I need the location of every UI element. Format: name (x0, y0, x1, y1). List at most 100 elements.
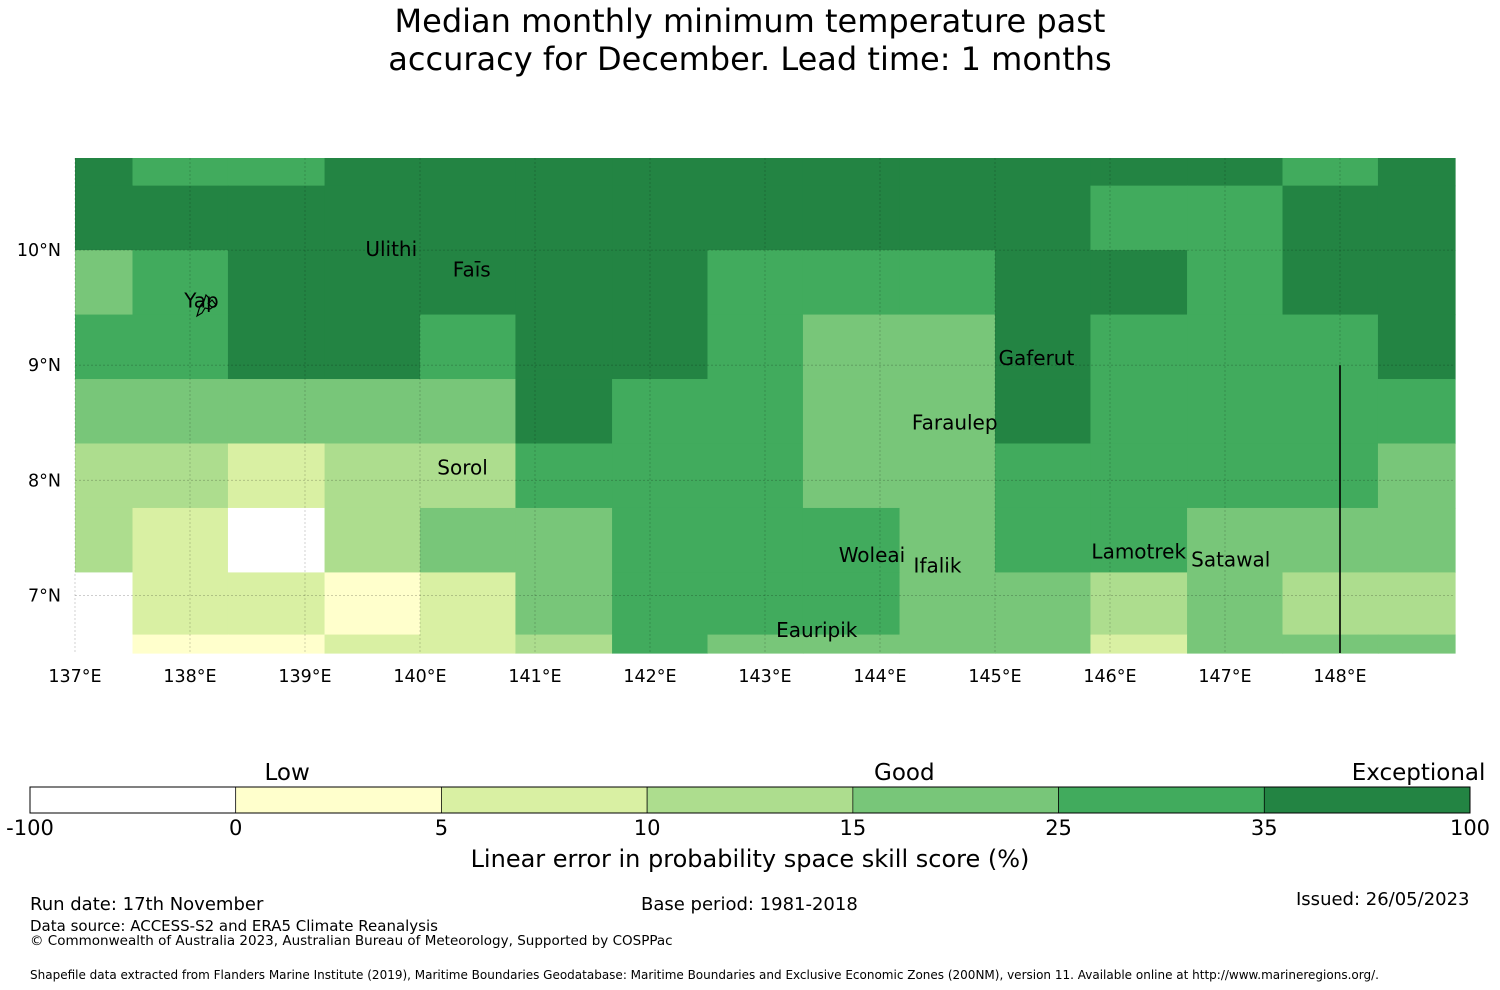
grid-cell (899, 572, 996, 636)
grid-cell (612, 314, 709, 380)
grid-cell (1282, 634, 1379, 654)
yap-coastline (195, 293, 217, 318)
lon-tick-label: 142°E (623, 667, 676, 687)
lon-tick-label: 143°E (738, 667, 791, 687)
grid-cell (132, 572, 229, 636)
run-date: Run date: 17th November (30, 894, 264, 915)
grid-cell (1377, 185, 1456, 251)
grid-cell (75, 572, 134, 636)
colorbar-outline (29, 786, 1471, 814)
lon-tick-label: 144°E (853, 667, 906, 687)
grid-cell (75, 634, 134, 654)
grid-cell (707, 507, 804, 574)
lat-tick-label: 9°N (28, 356, 61, 376)
grid-cell (899, 185, 996, 251)
grid-cell (1282, 314, 1379, 380)
grid-cell (1282, 443, 1379, 509)
grid-cell (227, 185, 326, 251)
colorbar-tick-label: 100 (1449, 816, 1491, 840)
grid-cell (420, 634, 517, 654)
grid-cell (1090, 443, 1188, 509)
grid-cell (802, 314, 901, 380)
grid-cell (1377, 250, 1456, 316)
grid-cell (324, 572, 421, 636)
grid-cell (995, 158, 1092, 187)
grid-cell (612, 185, 709, 251)
place-label: Yap (183, 289, 218, 313)
grid-cell (420, 443, 517, 509)
grid-cell (227, 634, 326, 654)
grid-cell (612, 379, 709, 445)
colorbar-tick-label: 15 (839, 816, 867, 840)
grid-cell (132, 443, 229, 509)
grid-cell (515, 507, 613, 574)
grid-cell (802, 250, 901, 316)
place-label: Faraulep (912, 411, 998, 435)
grid-cell (1377, 507, 1456, 574)
grid-cell (227, 379, 326, 445)
grid-cell (1377, 158, 1456, 187)
grid-cell (324, 634, 421, 654)
grid-cell (802, 634, 901, 654)
lon-tick-label: 141°E (508, 667, 561, 687)
grid-cell (707, 158, 804, 187)
grid-cell (707, 185, 804, 251)
lon-tick-label: 140°E (393, 667, 446, 687)
grid-cell (515, 443, 613, 509)
grid-cell (899, 507, 996, 574)
place-label: Ifalik (914, 553, 962, 577)
grid-cell (1090, 379, 1188, 445)
grid-cell (227, 507, 326, 574)
lon-tick-label: 146°E (1083, 667, 1136, 687)
place-label: Faīs (453, 258, 491, 282)
grid-cell (1187, 443, 1284, 509)
grid-cell (324, 185, 421, 251)
place-label: Gaferut (998, 346, 1074, 370)
grid-cell (515, 572, 613, 636)
grid-cell (227, 572, 326, 636)
data-source: Data source: ACCESS-S2 and ERA5 Climate … (30, 917, 438, 935)
grid-cell (515, 158, 613, 187)
grid-cell (132, 634, 229, 654)
grid-cell (324, 443, 421, 509)
lon-tick-label: 148°E (1313, 667, 1366, 687)
lon-tick-label: 147°E (1198, 667, 1251, 687)
grid-cell (1187, 250, 1284, 316)
grid-cell (1090, 250, 1188, 316)
grid-cell (899, 250, 996, 316)
grid-cell (995, 507, 1092, 574)
colorbar-tick-label: 0 (229, 816, 243, 840)
grid-cell (132, 507, 229, 574)
grid-cell (1377, 443, 1456, 509)
grid-cell (324, 250, 421, 316)
grid-cell (1187, 185, 1284, 251)
grid-cell (132, 158, 229, 187)
grid-cell (899, 443, 996, 509)
grid-cell (420, 314, 517, 380)
yap-island-shape (195, 293, 217, 318)
grid-cell (227, 314, 326, 380)
legend-caption: Low (264, 760, 310, 786)
colorbar-segment (441, 786, 648, 814)
grid-cell (515, 634, 613, 654)
place-label: Ulithi (365, 237, 417, 261)
grid-cell (995, 250, 1092, 316)
grid-cell (899, 634, 996, 654)
grid-cell (324, 507, 421, 574)
colorbar-segment (852, 786, 1059, 814)
grid-cell (420, 185, 517, 251)
grid-cell (227, 250, 326, 316)
grid-cell (612, 158, 709, 187)
grid-cell (802, 507, 901, 574)
grid-cell (995, 379, 1092, 445)
grid-cell (515, 379, 613, 445)
grid-cell (132, 185, 229, 251)
grid-cell (995, 634, 1092, 654)
grid-cell (1187, 314, 1284, 380)
place-labels: Ulithi Faīs Yap Gaferut Faraulep Sorol Woleai I… (183, 237, 1270, 642)
grid-cell (707, 314, 804, 380)
grid-cell (707, 572, 804, 636)
grid-cell (420, 572, 517, 636)
colorbar-segment (29, 786, 237, 814)
colorbar-tick-label: 10 (633, 816, 661, 840)
